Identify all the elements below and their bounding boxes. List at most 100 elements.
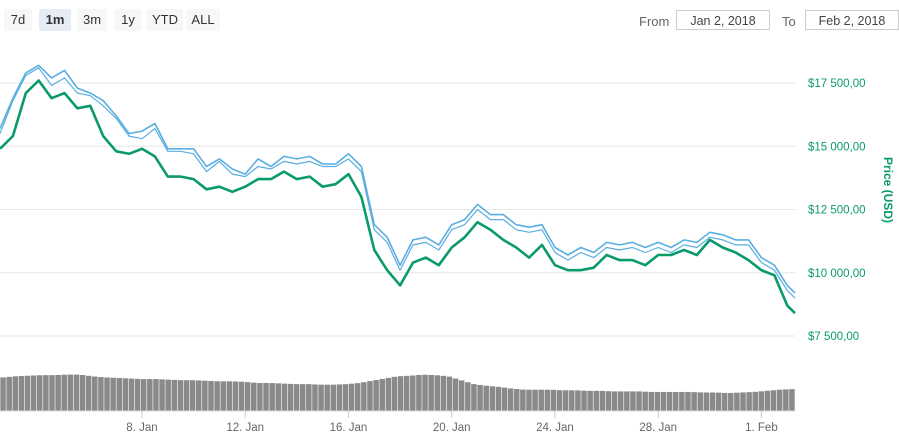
volume-bar bbox=[116, 378, 123, 411]
volume-bar bbox=[526, 389, 532, 411]
volume-bar bbox=[709, 392, 716, 411]
volume-bar bbox=[532, 389, 538, 411]
volume-bar bbox=[98, 377, 104, 411]
volume-bar bbox=[361, 382, 367, 411]
volume-bar bbox=[734, 392, 740, 411]
volume-bar bbox=[177, 380, 184, 411]
to-date-input[interactable]: Feb 2, 2018 bbox=[805, 10, 899, 30]
volume-bar bbox=[452, 378, 459, 411]
volume-bar bbox=[605, 391, 612, 411]
price-line-1 bbox=[0, 64, 796, 294]
volume-bar bbox=[507, 388, 514, 411]
volume-bar bbox=[43, 375, 49, 411]
volume-bar bbox=[550, 389, 557, 411]
volume-bar bbox=[471, 384, 477, 411]
range-button-7d[interactable]: 7d bbox=[4, 9, 32, 31]
volume-bar bbox=[783, 389, 789, 411]
volume-bar bbox=[513, 389, 520, 411]
volume-bar bbox=[581, 390, 587, 411]
volume-bar bbox=[703, 392, 710, 411]
range-button-1m[interactable]: 1m bbox=[39, 9, 71, 31]
y-tick-label: $10 000,00 bbox=[808, 268, 866, 280]
volume-bar bbox=[666, 391, 673, 411]
volume-bar bbox=[238, 381, 245, 411]
price-line-2 bbox=[0, 67, 796, 299]
volume-bar bbox=[147, 379, 153, 411]
volume-bar bbox=[403, 375, 410, 411]
volume-bar bbox=[67, 374, 74, 411]
volume-bar bbox=[324, 384, 330, 411]
volume-bar bbox=[36, 375, 43, 411]
range-button-1y[interactable]: 1y bbox=[114, 9, 142, 31]
volume-bar bbox=[336, 384, 343, 411]
volume-bar bbox=[776, 389, 783, 411]
volume-bar bbox=[721, 392, 728, 411]
range-button-all[interactable]: ALL bbox=[186, 9, 220, 31]
volume-bar bbox=[746, 392, 752, 411]
volume-bar bbox=[397, 376, 404, 411]
y-axis-ticks: $7 500,00 $10 000,00 $12 500,00 $15 000,00 $… bbox=[808, 78, 866, 343]
volume-bar bbox=[281, 383, 288, 411]
from-date-input[interactable]: Jan 2, 2018 bbox=[676, 10, 770, 30]
volume-bar bbox=[244, 382, 251, 411]
volume-bar bbox=[556, 390, 563, 411]
volume-bar bbox=[501, 387, 508, 411]
to-label: To bbox=[782, 14, 796, 29]
volume-bar bbox=[232, 381, 239, 411]
volume-bar bbox=[446, 376, 453, 411]
y-tick-label: $15 000,00 bbox=[808, 141, 866, 153]
volume-bar bbox=[263, 383, 269, 411]
volume-bar bbox=[257, 383, 263, 411]
volume-bar bbox=[208, 380, 214, 411]
volume-bar bbox=[624, 391, 630, 411]
volume-bar bbox=[49, 375, 55, 411]
volume-bar bbox=[495, 386, 502, 411]
x-tick-label: 20. Jan bbox=[433, 422, 471, 434]
volume-bar bbox=[648, 391, 655, 411]
range-button-3m[interactable]: 3m bbox=[77, 9, 107, 31]
volume-bar bbox=[287, 383, 294, 411]
volume-bar bbox=[758, 391, 765, 411]
volume-bar bbox=[587, 390, 593, 411]
volume-bar bbox=[379, 378, 385, 411]
range-button-ytd[interactable]: YTD bbox=[147, 9, 183, 31]
volume-bar bbox=[195, 380, 202, 411]
volume-bar bbox=[672, 391, 679, 411]
volume-bar bbox=[0, 377, 6, 411]
volume-bar bbox=[538, 389, 544, 411]
volume-bar bbox=[6, 376, 12, 411]
x-axis-ticks: 8. Jan 12. Jan 16. Jan 20. Jan 24. Jan 28. Ja… bbox=[126, 411, 778, 434]
x-tick-label: 28. Jan bbox=[639, 422, 677, 434]
volume-bar bbox=[740, 392, 746, 411]
volume-bar bbox=[73, 374, 80, 411]
volume-bar bbox=[104, 377, 110, 411]
volume-bar bbox=[679, 391, 685, 411]
volume-bar bbox=[654, 391, 661, 411]
volume-bar bbox=[617, 391, 624, 411]
x-tick-label: 1. Feb bbox=[745, 422, 778, 434]
volume-bar bbox=[61, 374, 67, 411]
x-tick-label: 12. Jan bbox=[226, 422, 264, 434]
volume-bar bbox=[422, 374, 428, 411]
volume-bar bbox=[483, 385, 489, 411]
y-axis-label: Price (USD) bbox=[881, 157, 895, 223]
volume-bar bbox=[385, 377, 392, 411]
volume-bar bbox=[354, 383, 361, 411]
volume-bar bbox=[92, 376, 98, 411]
volume-bar bbox=[189, 380, 196, 411]
volume-bar bbox=[575, 390, 581, 411]
volume-bar bbox=[562, 390, 569, 411]
price-line-3 bbox=[0, 79, 796, 315]
volume-bar bbox=[458, 380, 465, 411]
volume-bar bbox=[79, 375, 86, 411]
volume-bar bbox=[134, 378, 141, 411]
volume-bar bbox=[165, 379, 171, 411]
volume-bar bbox=[306, 384, 312, 411]
volume-bar bbox=[789, 389, 795, 411]
x-tick-label: 8. Jan bbox=[126, 422, 157, 434]
volume-bar bbox=[275, 383, 282, 411]
volume-bar bbox=[128, 378, 135, 411]
volume-bar bbox=[691, 392, 697, 411]
volume-bar bbox=[520, 389, 526, 411]
